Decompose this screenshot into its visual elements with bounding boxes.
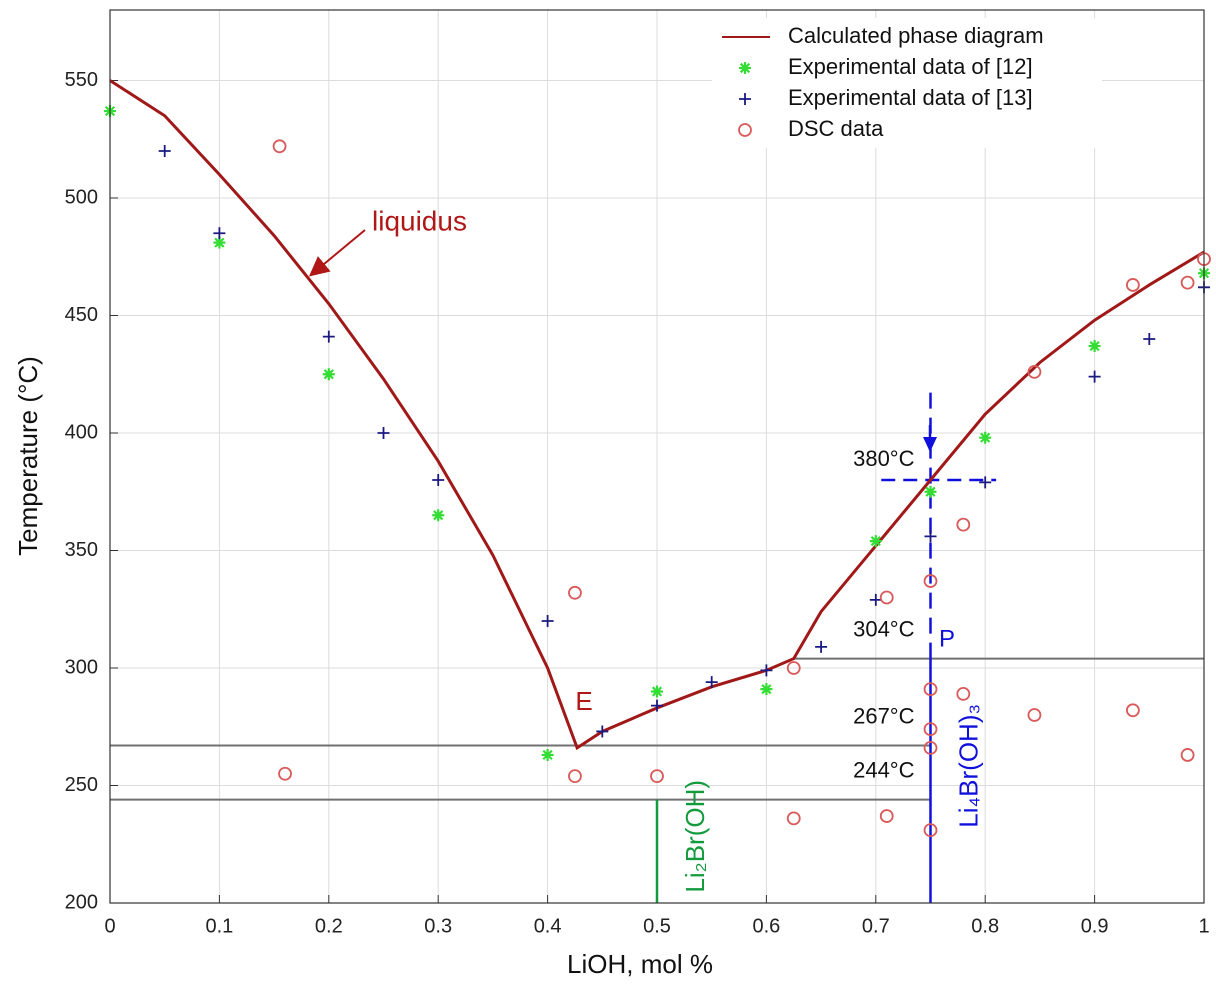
y-tick-label: 200 (65, 891, 98, 913)
asterisk-point (924, 485, 937, 498)
asterisk-point (760, 683, 773, 696)
legend-swatch (739, 93, 751, 105)
plot-frame (109, 9, 1205, 904)
y-tick-label: 400 (65, 421, 98, 443)
dsc-point (879, 809, 894, 823)
dsc-point (923, 722, 938, 736)
plus-point (1143, 333, 1156, 345)
dsc-point (1027, 708, 1042, 722)
dsc-point (786, 811, 801, 826)
dsc-point (786, 661, 801, 675)
y-tick-label: 350 (65, 539, 98, 561)
plus-point (432, 474, 445, 486)
dsc-point (923, 574, 938, 588)
plus-point (760, 664, 773, 677)
x-tick-label: 0.2 (315, 915, 343, 937)
asterisk-point (432, 509, 445, 522)
asterisk-point (651, 685, 663, 698)
reference-label: 304°C (853, 616, 915, 641)
annotation: E (575, 686, 592, 716)
plus-point (377, 427, 390, 439)
x-tick-label: 0.7 (862, 915, 890, 937)
dsc-point (568, 769, 582, 783)
x-tick-label: 0.8 (971, 915, 999, 937)
x-tick-label: 0.4 (534, 915, 562, 937)
plus-point (869, 593, 882, 606)
plus-point (651, 699, 663, 712)
asterisk-point (869, 535, 882, 548)
legend-box (712, 18, 1102, 148)
plus-point (815, 640, 828, 653)
dsc-point (956, 517, 971, 532)
asterisk-point (213, 236, 226, 249)
asterisk-point (322, 368, 335, 381)
plus-point (924, 530, 937, 543)
plot (104, 79, 1211, 903)
plus-point (596, 725, 609, 738)
y-tick-label: 450 (65, 304, 98, 326)
legend-swatch (739, 62, 751, 74)
plus-point (158, 145, 171, 157)
plus-point (979, 476, 992, 489)
x-tick-label: 1 (1198, 915, 1209, 937)
y-tick-label: 500 (65, 186, 98, 208)
dsc-point (1125, 278, 1140, 292)
dsc-point (272, 139, 287, 154)
legend-label: DSC data (788, 116, 884, 141)
legend-label: Experimental data of [13] (788, 85, 1033, 110)
dsc-point (1027, 364, 1042, 379)
x-tick-label: 0 (104, 915, 115, 937)
plus-point (705, 676, 718, 689)
legend-label: Calculated phase diagram (788, 23, 1044, 48)
dsc-point (568, 585, 582, 600)
y-axis-label: Temperature (°C) (13, 356, 43, 556)
legend-swatch (738, 123, 752, 137)
y-tick-label: 250 (65, 774, 98, 796)
plus-point (1088, 370, 1101, 383)
x-tick-label: 0.3 (424, 915, 452, 937)
dsc-point (923, 741, 938, 755)
y-tick-label: 300 (65, 656, 98, 678)
asterisk-point (1088, 340, 1101, 353)
plus-point (541, 615, 554, 627)
x-tick-label: 0.6 (752, 915, 780, 937)
asterisk-point (979, 431, 992, 444)
dsc-point (956, 686, 971, 701)
dsc-point (650, 769, 664, 783)
reference-label: 267°C (853, 703, 915, 728)
grid (109, 10, 1205, 904)
plus-point (213, 227, 226, 240)
legend-label: Experimental data of [12] (788, 54, 1033, 79)
annotation-arrow (308, 229, 366, 277)
annotation: P (939, 625, 955, 652)
compound-label: Li₂Br(OH) (680, 780, 710, 893)
reference-label: 380°C (853, 446, 915, 471)
dsc-point (923, 823, 938, 838)
compound-label: Li₄Br(OH)₃ (953, 704, 983, 828)
dsc-point (879, 590, 894, 605)
dsc-point (923, 682, 938, 697)
annotation: liquidus (372, 205, 467, 236)
dsc-point (1180, 275, 1195, 290)
dsc-point (1125, 703, 1140, 718)
y-tick-label: 550 (65, 69, 98, 91)
x-tick-label: 0.1 (205, 915, 233, 937)
asterisk-point (541, 748, 554, 761)
arrow-head (923, 437, 937, 452)
x-tick-label: 0.5 (643, 915, 671, 937)
x-tick-label: 0.9 (1081, 915, 1109, 937)
reference-label: 244°C (853, 757, 915, 782)
x-axis-label: LiOH, mol % (567, 949, 713, 979)
dsc-point (1180, 748, 1195, 762)
plus-point (322, 330, 335, 343)
legend: Calculated phase diagram Experimental dat… (712, 18, 1102, 148)
dsc-point (278, 766, 292, 781)
